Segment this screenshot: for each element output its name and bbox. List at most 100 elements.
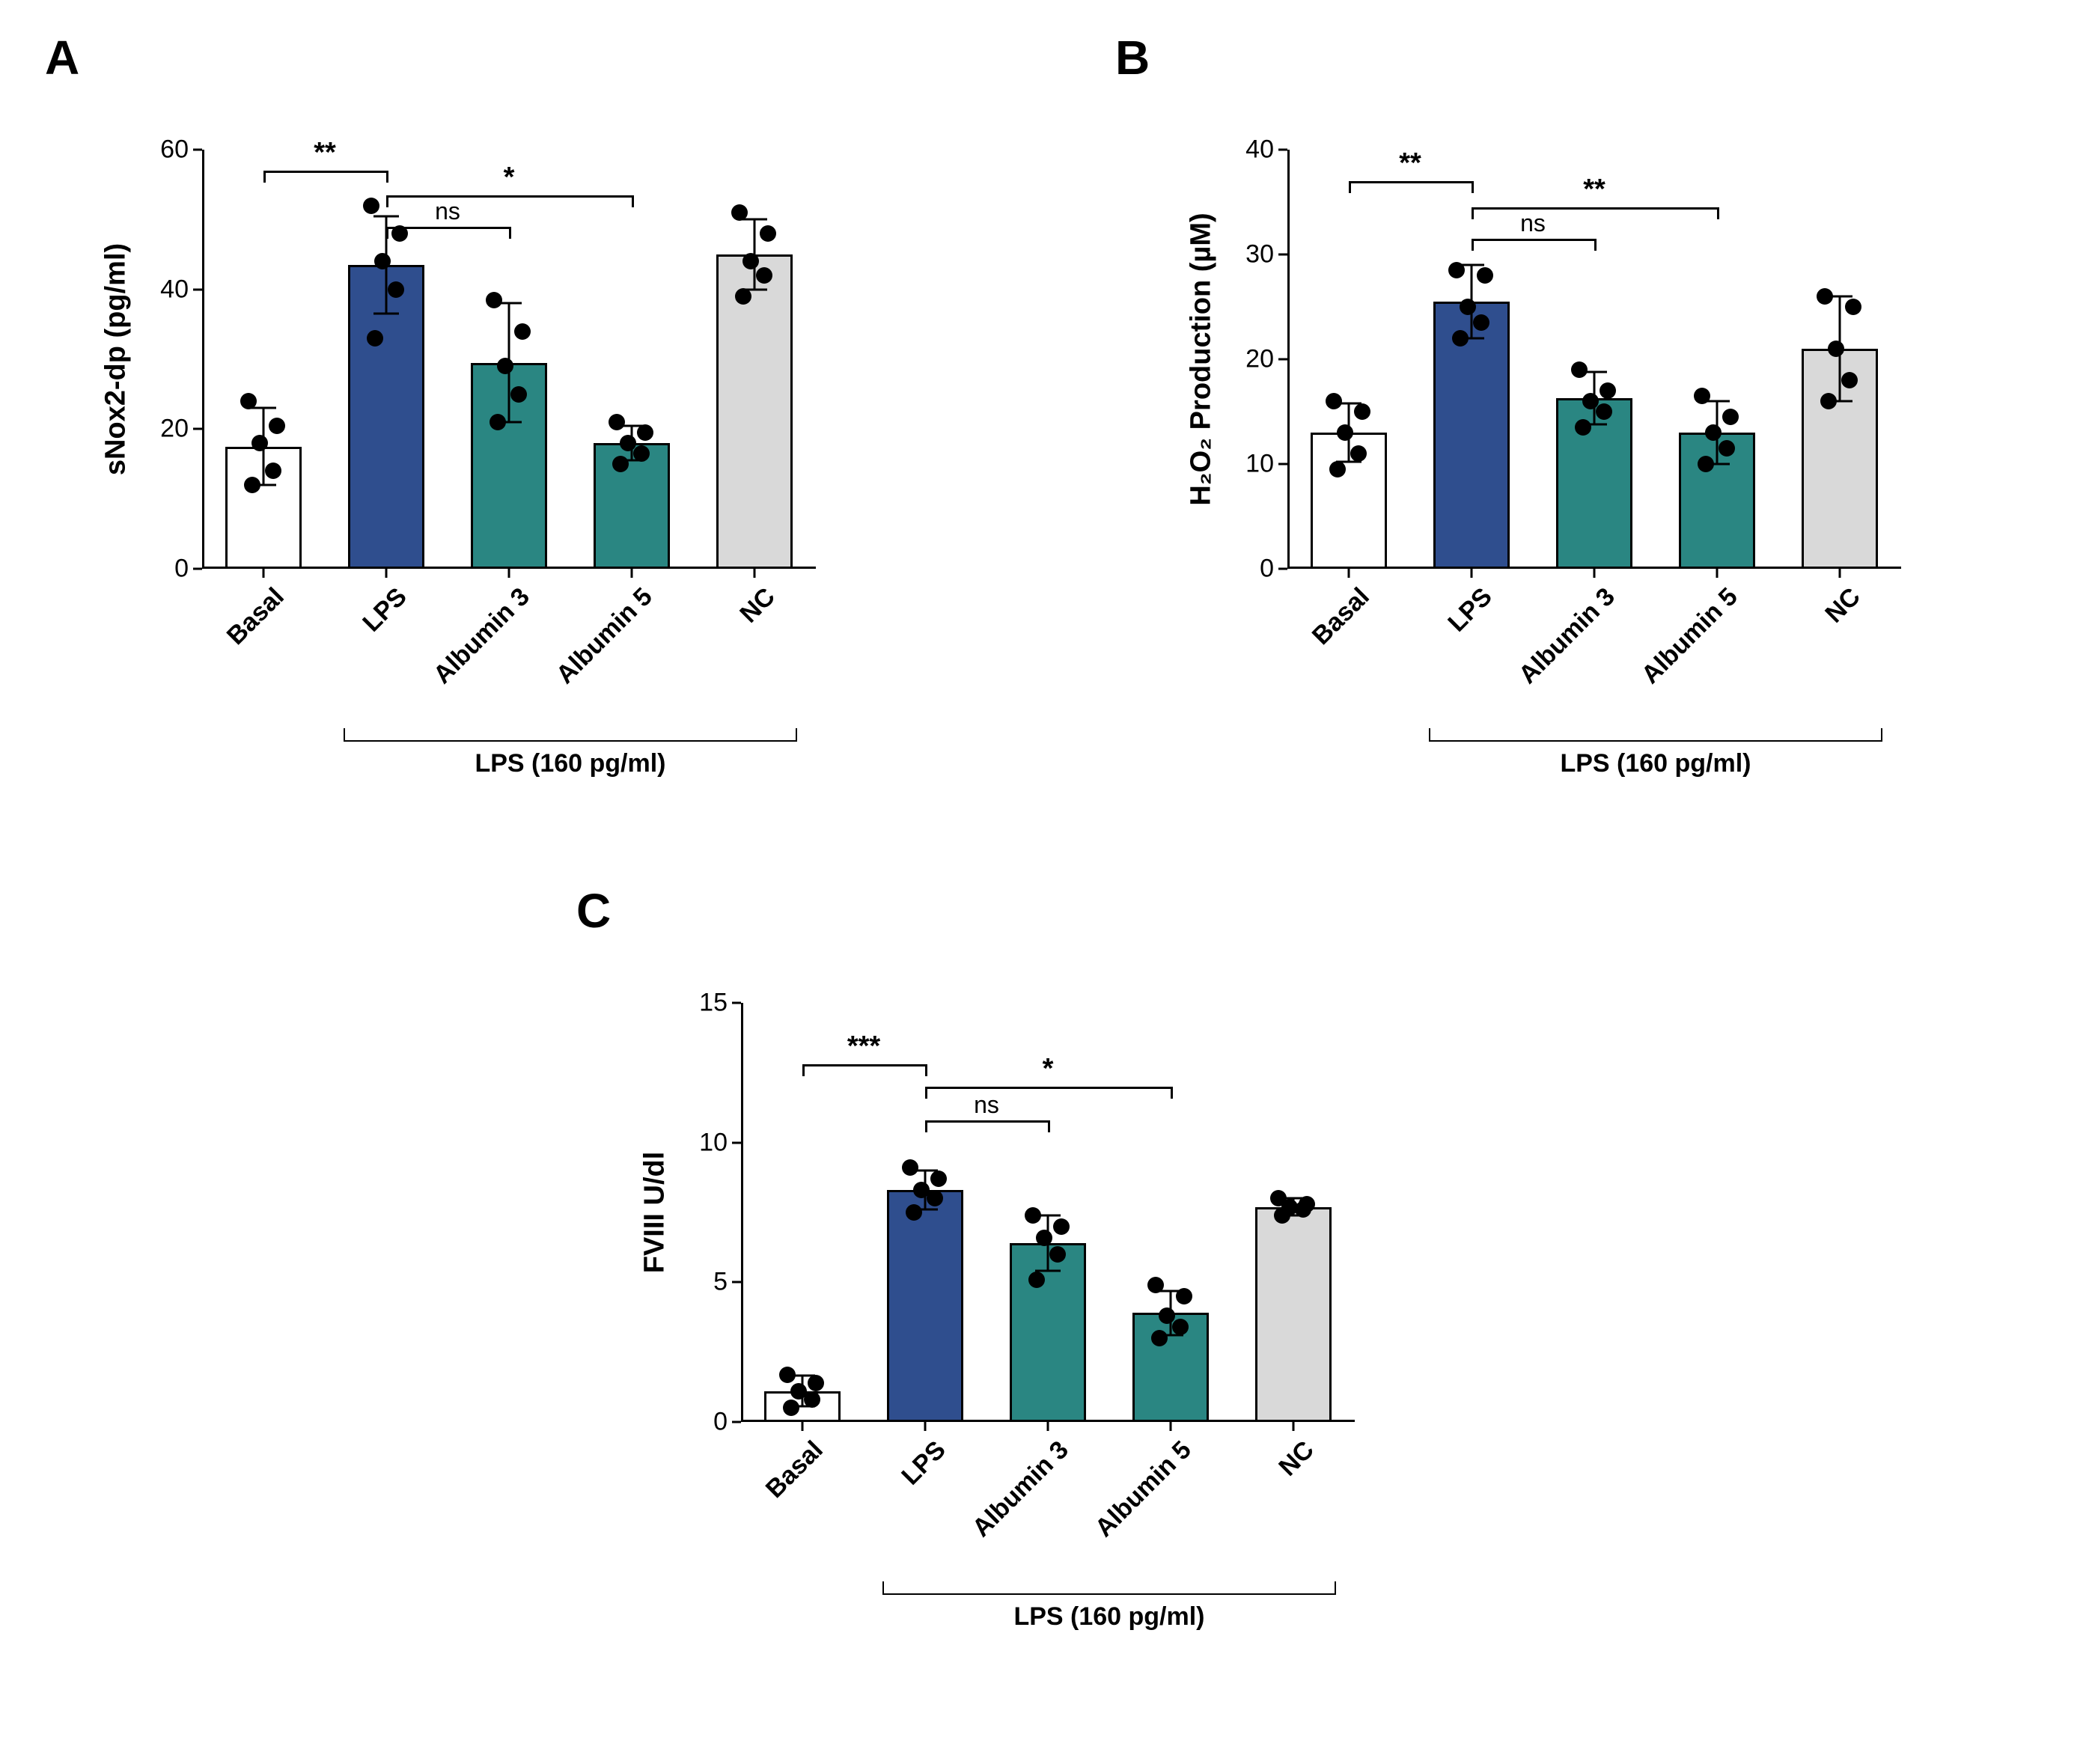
data-point [1350, 445, 1367, 462]
y-tick-label: 0 [174, 555, 202, 584]
y-axis-title-A: sNox2-dp (pg/ml) [100, 243, 132, 475]
data-point [1596, 403, 1612, 420]
data-point [927, 1190, 943, 1206]
data-point [1270, 1190, 1287, 1206]
data-point [251, 435, 268, 451]
data-point [612, 456, 629, 472]
data-point [1841, 372, 1858, 388]
panel-label-C: C [576, 883, 611, 939]
data-point [1172, 1319, 1189, 1335]
significance-label: *** [847, 1031, 880, 1063]
data-point [735, 288, 751, 305]
data-point [363, 198, 379, 214]
panel-label-A: A [45, 30, 79, 85]
data-point [1575, 419, 1591, 436]
x-tick-label: Albumin 3 [1513, 582, 1621, 690]
data-point [742, 253, 759, 269]
sub-bracket-C: LPS (160 pg/ml) [882, 1581, 1337, 1634]
y-axis-title-C: FVIII U/dl [639, 1152, 671, 1274]
x-tick-label: LPS [1442, 582, 1498, 638]
data-point [1147, 1277, 1164, 1293]
x-tick-label: Basal [1307, 582, 1376, 651]
y-tick-label: 30 [1245, 240, 1287, 269]
data-point [1473, 314, 1489, 331]
significance-label: ns [1520, 210, 1546, 237]
x-tick-label: Albumin 3 [428, 582, 536, 690]
data-point [1694, 388, 1710, 404]
data-point [1448, 262, 1465, 278]
significance-label: ns [974, 1091, 999, 1119]
significance-label: * [504, 162, 515, 194]
data-point [731, 204, 748, 221]
y-tick-label: 40 [1245, 135, 1287, 165]
x-tick-label: LPS [357, 582, 412, 638]
data-point [269, 418, 285, 434]
y-axis-title-B: H₂O₂ Production (µM) [1186, 213, 1218, 505]
x-tick-label: LPS [896, 1435, 951, 1491]
data-point [902, 1159, 918, 1176]
x-tick-label: NC [1820, 582, 1866, 629]
sub-bracket-label: LPS (160 pg/ml) [1560, 749, 1751, 778]
data-point [790, 1383, 807, 1400]
data-point [1600, 382, 1616, 399]
data-point [1698, 456, 1714, 472]
y-tick-label: 10 [699, 1128, 741, 1157]
significance-label: ** [1583, 174, 1605, 206]
data-point [1053, 1218, 1070, 1235]
bar-C-1 [887, 1190, 963, 1422]
data-point [1582, 393, 1599, 409]
y-tick-label: 20 [160, 415, 202, 444]
data-point [1159, 1307, 1175, 1324]
data-point [1036, 1230, 1052, 1246]
data-point [265, 463, 281, 479]
data-point [756, 267, 772, 284]
data-point [620, 435, 636, 451]
data-point [913, 1182, 930, 1198]
data-point [510, 386, 527, 403]
y-tick-label: 15 [699, 989, 741, 1018]
sub-bracket-B: LPS (160 pg/ml) [1429, 728, 1883, 781]
data-point [1477, 267, 1493, 284]
data-point [244, 477, 260, 493]
plot-area-B: 010203040BasalLPSAlbumin 3Albumin 5NC**n… [1287, 150, 1901, 569]
x-tick-label: Albumin 3 [967, 1435, 1075, 1543]
sub-bracket-label: LPS (160 pg/ml) [1013, 1602, 1204, 1632]
data-point [1828, 341, 1844, 357]
significance-label: ** [1399, 147, 1421, 180]
y-tick-label: 20 [1245, 345, 1287, 374]
significance-label: * [1043, 1053, 1054, 1085]
data-point [1337, 424, 1353, 441]
bar-B-1 [1433, 302, 1510, 569]
y-tick-label: 5 [713, 1268, 741, 1297]
data-point [1817, 288, 1833, 305]
data-point [1299, 1196, 1315, 1212]
data-point [388, 281, 404, 298]
y-tick-label: 0 [713, 1408, 741, 1437]
data-point [1845, 299, 1861, 315]
data-point [1326, 393, 1342, 409]
data-point [783, 1400, 799, 1416]
data-point [1571, 361, 1588, 378]
y-tick-label: 40 [160, 275, 202, 304]
bar-C-4 [1255, 1207, 1332, 1422]
data-point [1176, 1288, 1192, 1304]
x-tick-label: Albumin 5 [1636, 582, 1744, 690]
bar-A-4 [716, 254, 793, 569]
data-point [1820, 393, 1837, 409]
data-point [1354, 403, 1370, 420]
data-point [779, 1367, 796, 1383]
data-point [1452, 330, 1469, 347]
data-point [609, 414, 625, 430]
data-point [1151, 1330, 1168, 1346]
data-point [1719, 440, 1735, 457]
x-tick-label: NC [734, 582, 781, 629]
data-point [1049, 1246, 1066, 1263]
panel-label-B: B [1115, 30, 1150, 85]
data-point [1722, 409, 1739, 425]
data-point [808, 1375, 824, 1391]
x-tick-label: Albumin 5 [1090, 1435, 1198, 1543]
data-point [1329, 461, 1346, 477]
data-point [486, 292, 502, 308]
data-point [633, 445, 650, 462]
significance-label: ns [435, 198, 460, 225]
